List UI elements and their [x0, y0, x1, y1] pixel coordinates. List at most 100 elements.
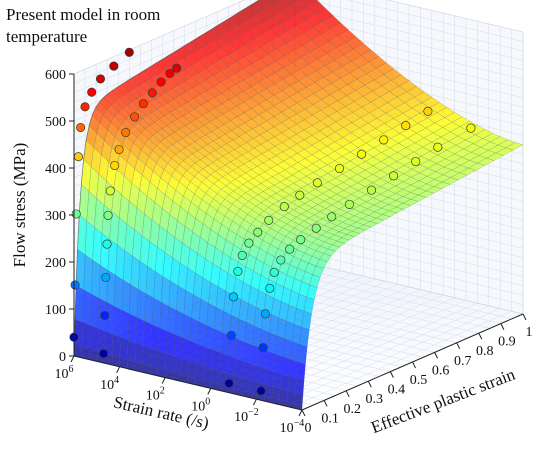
y-tick	[252, 398, 257, 406]
surface-patch	[294, 392, 304, 406]
surface-patch	[167, 306, 177, 335]
z-tick-label: 400	[45, 162, 66, 177]
surface-patch	[265, 351, 276, 372]
x-tick	[434, 352, 439, 359]
surface-patch	[157, 350, 167, 371]
surface-patch	[150, 324, 160, 352]
surface-patch	[450, 172, 468, 180]
x-tick	[478, 332, 483, 340]
surface-patch	[346, 231, 361, 237]
x-tick	[301, 409, 306, 417]
x-tick-label: 0.6	[432, 363, 450, 378]
surface-patch	[128, 313, 138, 344]
x-tick-label: 0	[305, 421, 312, 436]
surface-patch	[235, 338, 245, 362]
data-point	[357, 149, 367, 159]
data-point	[110, 160, 120, 171]
surface-patch	[286, 390, 296, 405]
data-point	[100, 310, 110, 321]
surface-patch	[433, 181, 451, 189]
surface-patch	[315, 258, 328, 269]
data-point	[130, 112, 140, 122]
surface-patch	[249, 363, 259, 383]
surface-patch	[264, 384, 273, 399]
data-point	[279, 202, 289, 212]
surface-patch	[112, 305, 122, 338]
surface-patch	[257, 366, 267, 386]
surface-patch	[264, 368, 274, 388]
data-point	[411, 156, 421, 167]
data-point	[224, 378, 234, 388]
y-tick-label: 100	[191, 396, 210, 414]
x-tick-label: 0.5	[410, 373, 428, 388]
data-point	[237, 250, 247, 260]
surface-patch	[233, 375, 243, 391]
z-tick-label: 100	[45, 303, 66, 318]
data-point	[102, 239, 112, 249]
x-tick-label: 0.7	[454, 354, 472, 369]
z-tick-label: 300	[45, 209, 66, 224]
y-tick-label: 106	[55, 364, 74, 382]
surface-patch	[417, 190, 435, 198]
x-tick	[367, 380, 372, 388]
surface-patch	[296, 361, 306, 382]
floor-gridline	[290, 311, 512, 408]
surface-patch	[204, 346, 214, 370]
z-tick-label: 200	[45, 256, 66, 271]
z-axis-label: Flow stress (MPa)	[10, 143, 29, 268]
surface-patch	[83, 254, 93, 295]
x-tick-label: 0.9	[498, 335, 516, 350]
data-point	[256, 386, 266, 396]
data-point	[226, 330, 236, 340]
experimental-points	[69, 47, 476, 396]
surface-patch	[281, 356, 291, 377]
surface-patch	[119, 337, 129, 361]
surface-patch	[113, 274, 124, 311]
data-point	[295, 190, 305, 200]
surface-patch	[180, 358, 190, 377]
data-point	[285, 244, 295, 254]
data-point	[334, 163, 345, 174]
data-point	[260, 309, 270, 319]
y-tick-label: 10−4	[280, 418, 305, 436]
data-point	[101, 272, 111, 283]
surface-patch	[81, 322, 91, 350]
data-point	[327, 212, 337, 222]
surface-patch	[120, 309, 130, 341]
y-tick	[70, 355, 75, 363]
surface-patch	[285, 0, 300, 6]
surface-patch	[273, 353, 283, 375]
data-point	[70, 280, 80, 290]
x-tick-label: 0.1	[321, 411, 339, 426]
surface-patch	[242, 361, 252, 381]
data-point	[105, 186, 115, 196]
surface-patch	[182, 314, 192, 342]
x-tick-label: 0.2	[343, 402, 361, 417]
data-point	[80, 102, 90, 112]
data-point	[269, 267, 279, 277]
data-point	[233, 266, 243, 276]
surface-patch	[89, 325, 98, 352]
surface-patch	[279, 388, 288, 403]
x-tick-label: 0.3	[366, 392, 384, 407]
z-tick-label: 500	[45, 115, 66, 130]
data-point	[121, 127, 131, 138]
chart-title: Present model in room temperature	[6, 5, 161, 46]
surface-patch	[150, 348, 159, 369]
surface-patch	[189, 317, 200, 345]
surface-patch	[295, 378, 305, 396]
y-tick-label: 102	[146, 386, 165, 404]
surface-patch	[319, 253, 332, 263]
surface-patch	[172, 356, 182, 375]
data-point	[87, 87, 97, 97]
data-point	[138, 99, 148, 109]
surface-patch	[301, 310, 312, 331]
surface-patch	[351, 227, 366, 234]
x-tick-label: 0.4	[388, 383, 406, 398]
surface-patch	[211, 349, 221, 372]
data-point	[253, 227, 263, 237]
floor-gridline	[279, 308, 501, 405]
data-point	[264, 215, 274, 225]
